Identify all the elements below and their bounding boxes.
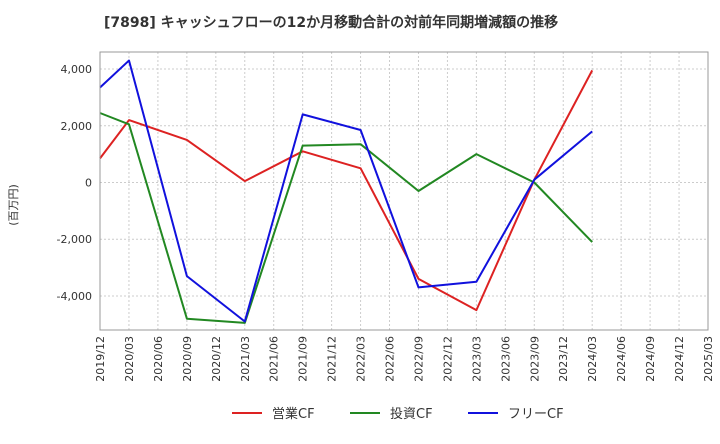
x-tick-label: 2022/06 bbox=[384, 336, 397, 382]
x-tick-label: 2024/06 bbox=[615, 336, 628, 382]
x-tick-label: 2023/12 bbox=[557, 336, 570, 382]
legend-label-3: フリーCF bbox=[508, 407, 564, 422]
x-tick-label: 2024/12 bbox=[673, 336, 686, 382]
x-tick-label: 2022/12 bbox=[441, 336, 454, 382]
x-tick-label: 2023/03 bbox=[470, 336, 483, 382]
x-tick-label: 2022/03 bbox=[355, 336, 368, 382]
y-tick-label: 2,000 bbox=[61, 120, 93, 133]
y-tick-label: -2,000 bbox=[57, 233, 92, 246]
legend-label-1: 営業CF bbox=[272, 406, 315, 422]
legend: 営業CF 投資CF フリーCF bbox=[232, 406, 564, 422]
x-axis-ticks: 2019/12 2020/03 2020/06 2020/09 2020/12 2021/… bbox=[94, 336, 715, 382]
plot-frame bbox=[99, 51, 709, 331]
x-tick-label: 2019/12 bbox=[94, 336, 107, 382]
y-axis-ticks: 4,000 2,000 0 -2,000 -4,000 bbox=[57, 63, 92, 303]
x-tick-label: 2023/09 bbox=[528, 336, 541, 382]
legend-label-2: 投資CF bbox=[390, 406, 433, 422]
gridlines bbox=[99, 52, 709, 330]
y-tick-label: 4,000 bbox=[61, 63, 93, 76]
series-line-2 bbox=[99, 112, 593, 324]
x-tick-label: 2020/12 bbox=[210, 336, 223, 382]
y-tick-label: -4,000 bbox=[57, 290, 92, 303]
y-tick-label: 0 bbox=[85, 176, 92, 189]
series-line-1 bbox=[99, 69, 594, 312]
x-tick-label: 2022/09 bbox=[412, 336, 425, 382]
x-tick-label: 2024/09 bbox=[644, 336, 657, 382]
y-axis-label: (百万円) bbox=[7, 184, 20, 226]
x-tick-label: 2025/03 bbox=[702, 336, 715, 382]
x-tick-label: 2021/03 bbox=[239, 336, 252, 382]
series-lines bbox=[99, 59, 594, 324]
series-line-3 bbox=[99, 59, 593, 323]
x-tick-label: 2020/09 bbox=[181, 336, 194, 382]
x-tick-label: 2024/03 bbox=[586, 336, 599, 382]
chart-title: [7898] キャッシュフローの12か月移動合計の対前年同期増減額の推移 bbox=[104, 14, 558, 31]
x-tick-label: 2021/12 bbox=[326, 336, 339, 382]
x-tick-label: 2021/06 bbox=[268, 336, 281, 382]
x-tick-label: 2020/03 bbox=[123, 336, 136, 382]
x-tick-label: 2020/06 bbox=[152, 336, 165, 382]
x-tick-label: 2021/09 bbox=[297, 336, 310, 382]
x-tick-label: 2023/06 bbox=[499, 336, 512, 382]
